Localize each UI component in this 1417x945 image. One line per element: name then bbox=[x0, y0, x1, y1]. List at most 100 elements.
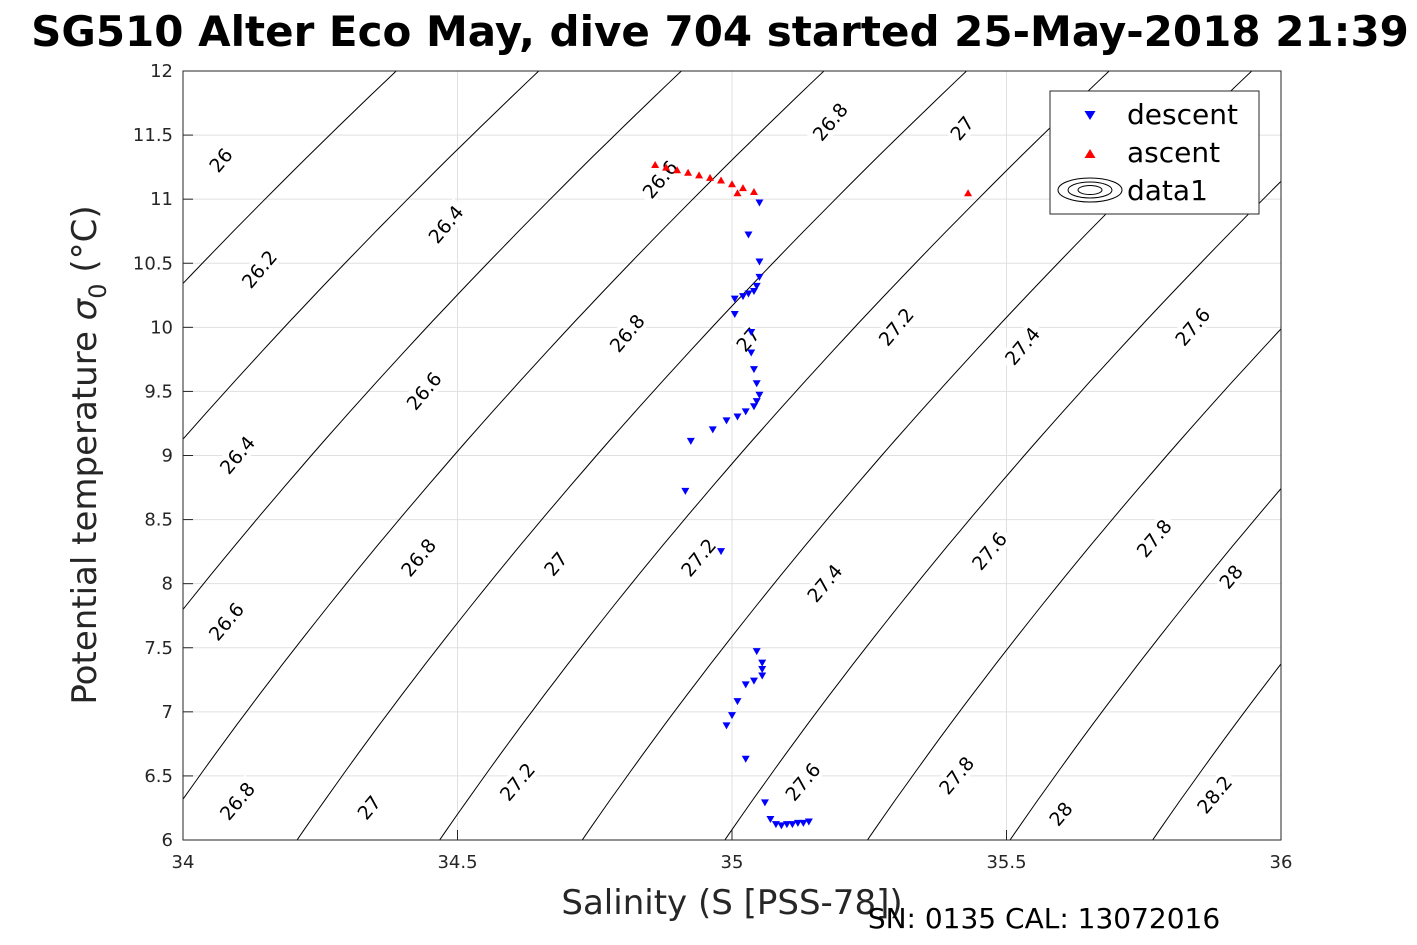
contour-label-background bbox=[805, 95, 855, 148]
y-tick-label: 9.5 bbox=[144, 381, 173, 402]
contour-label-background bbox=[538, 545, 573, 582]
descent-point bbox=[758, 672, 767, 680]
contour-label-background bbox=[1043, 795, 1079, 832]
contour-label-background bbox=[393, 531, 443, 584]
y-axis-label-unit: (°C) bbox=[65, 205, 105, 272]
descent-point bbox=[752, 648, 761, 656]
x-tick-label: 35.5 bbox=[986, 852, 1026, 873]
legend-descent-label: descent bbox=[1127, 98, 1238, 131]
descent-point bbox=[804, 818, 813, 826]
descent-point bbox=[747, 349, 756, 357]
contour-label-background bbox=[673, 531, 723, 584]
descent-point bbox=[758, 666, 767, 674]
ascent-point bbox=[733, 189, 742, 197]
x-tick-label: 36 bbox=[1270, 852, 1293, 873]
contour-label-background bbox=[778, 755, 828, 808]
contour-label-background bbox=[1167, 300, 1217, 353]
y-tick-label: 7 bbox=[162, 702, 173, 723]
legend: descent ascent data1 bbox=[1049, 90, 1260, 215]
descent-point bbox=[749, 677, 758, 685]
ascent-series bbox=[651, 161, 973, 197]
x-axis-ticks: 34 34.5 35 35.5 36 bbox=[172, 830, 1293, 873]
contour-label-background bbox=[1129, 511, 1179, 565]
descent-point bbox=[741, 681, 750, 689]
ascent-point bbox=[749, 187, 758, 195]
contour-label-background bbox=[492, 755, 542, 808]
descent-point bbox=[681, 487, 690, 495]
density-contour-line bbox=[183, 71, 397, 285]
density-contour-line bbox=[296, 71, 968, 840]
contour-label-background bbox=[203, 142, 239, 178]
descent-point bbox=[717, 548, 726, 556]
y-axis-label-sub: 0 bbox=[84, 283, 112, 298]
descent-point bbox=[749, 366, 758, 374]
density-contour-line bbox=[724, 180, 1281, 840]
descent-point bbox=[730, 311, 739, 319]
descent-point bbox=[766, 815, 775, 823]
legend-contour-icon bbox=[1057, 177, 1123, 203]
y-tick-label: 12 bbox=[150, 61, 173, 82]
descent-point bbox=[728, 712, 736, 720]
descent-point bbox=[744, 231, 753, 239]
density-contour-line bbox=[1152, 663, 1281, 840]
density-contour-line bbox=[183, 71, 825, 800]
y-tick-label: 8.5 bbox=[144, 510, 173, 531]
y-tick-label: 6 bbox=[162, 830, 173, 851]
descent-point bbox=[755, 273, 764, 281]
contour-label-background bbox=[201, 595, 251, 648]
ascent-point bbox=[651, 161, 660, 169]
descent-point bbox=[758, 659, 767, 667]
ascent-point bbox=[662, 163, 671, 171]
descent-point bbox=[722, 417, 731, 425]
descent-point bbox=[722, 722, 731, 730]
density-contour-line bbox=[439, 71, 1110, 840]
contour-label-background bbox=[212, 428, 262, 482]
y-tick-label: 9 bbox=[162, 446, 173, 467]
descent-point bbox=[752, 380, 761, 388]
contour-label-background bbox=[800, 556, 850, 610]
descent-point bbox=[708, 426, 717, 434]
y-tick-label: 11.5 bbox=[133, 125, 173, 146]
descent-point bbox=[744, 290, 753, 298]
density-contour-line bbox=[183, 71, 540, 440]
ascent-point bbox=[738, 184, 747, 192]
descent-point bbox=[741, 408, 750, 416]
ascent-point bbox=[684, 168, 693, 176]
ascent-point bbox=[695, 171, 704, 179]
y-tick-label: 10.5 bbox=[133, 253, 173, 274]
y-axis-label-main: Potential temperature bbox=[65, 331, 105, 704]
y-axis-label-sigma: σ bbox=[65, 297, 105, 320]
contour-label-background bbox=[351, 789, 387, 826]
contour-label-background bbox=[931, 749, 981, 802]
descent-point bbox=[749, 403, 758, 411]
descent-point bbox=[755, 391, 764, 399]
contour-label-background bbox=[1213, 558, 1249, 595]
descent-point bbox=[760, 799, 769, 807]
density-contour-line bbox=[866, 328, 1281, 840]
ascent-point bbox=[728, 180, 736, 188]
y-tick-label: 8 bbox=[162, 574, 173, 595]
contour-label-background bbox=[212, 774, 262, 828]
contour-label-background bbox=[399, 364, 449, 417]
y-axis-label: Potential temperature σ0 (°C) bbox=[65, 205, 112, 704]
x-tick-label: 35 bbox=[721, 852, 744, 873]
y-tick-label: 10 bbox=[150, 317, 173, 338]
descent-point bbox=[733, 698, 742, 706]
y-axis-ticks: 6 6.5 7 7.5 8 8.5 9 9.5 10 10.5 11 11.5 12 bbox=[133, 61, 193, 851]
legend-ascent-label: ascent bbox=[1127, 136, 1220, 169]
contour-label-background bbox=[421, 197, 471, 251]
x-tick-label: 34 bbox=[172, 852, 195, 873]
descent-point bbox=[752, 282, 761, 290]
descent-point bbox=[747, 328, 756, 336]
density-contours bbox=[183, 71, 1281, 840]
descent-point bbox=[799, 819, 808, 827]
contour-label-background bbox=[964, 524, 1014, 578]
density-contour-line bbox=[1009, 487, 1281, 840]
descent-point bbox=[738, 293, 747, 301]
ascent-point bbox=[706, 173, 715, 181]
legend-descent-marker bbox=[1084, 111, 1096, 120]
descent-point bbox=[782, 821, 791, 829]
contour-label-background bbox=[730, 321, 766, 358]
ascent-point bbox=[964, 189, 973, 197]
density-contour-line bbox=[183, 71, 683, 611]
